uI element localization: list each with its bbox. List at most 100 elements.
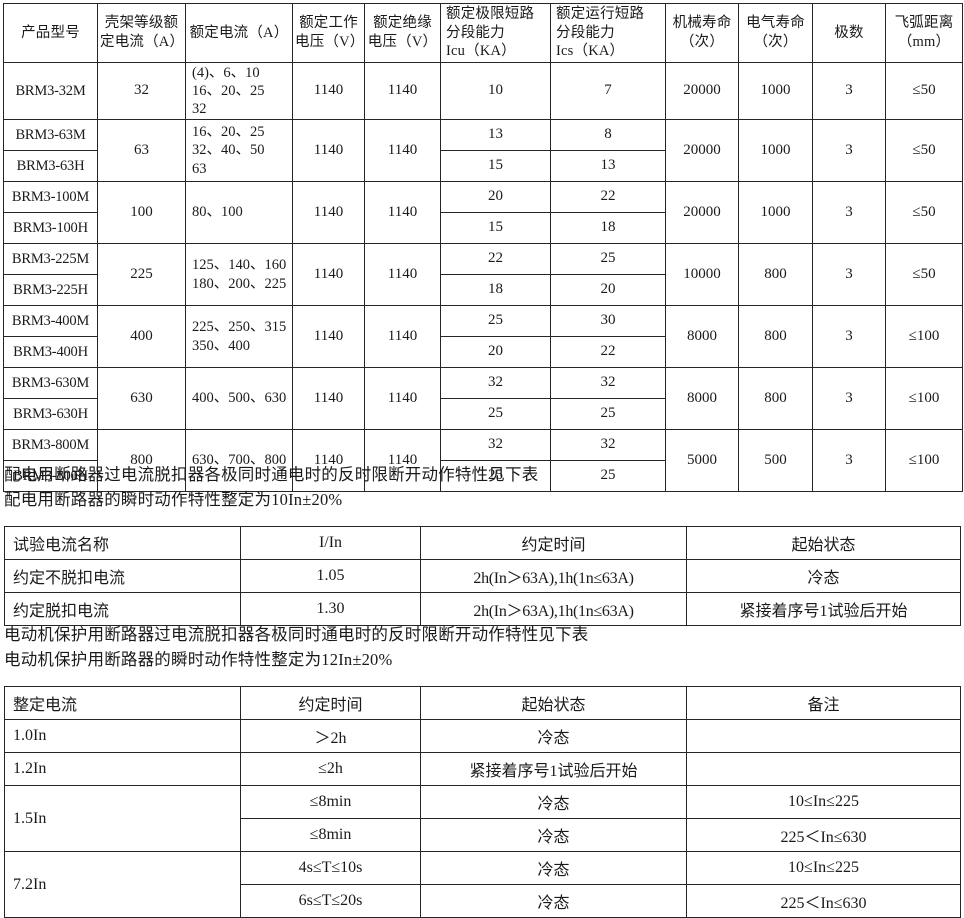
icu-cell: 13 xyxy=(440,119,551,152)
dist-table-row: 约定脱扣电流 1.30 2h(In＞63A),1h(1n≤63A) 紧接着序号1试验后… xyxy=(4,592,961,626)
rated-current-cell: 225、250、315 350、400 xyxy=(185,305,293,369)
motor-cell-1: 冷态 xyxy=(420,884,687,918)
motor-table-row: 1.2In ≤2h 紧接着序号1试验后开始 xyxy=(4,752,961,786)
insulation-voltage-cell: 1140 xyxy=(364,429,441,493)
working-voltage-cell: 1140 xyxy=(292,367,365,431)
spec-col-header-10-line-0: 飞弧距离 xyxy=(894,15,954,32)
frame-current-cell: 800 xyxy=(97,429,186,493)
spec-table-row: BRM3-800H 25 25 xyxy=(3,460,963,493)
spec-header-row: 产品型号 壳架等级额 定电流（A） 额定电流（A） 额定工作 电压（V） 额定绝缘 电压（V）… xyxy=(3,3,963,63)
rated-current-line-0: 630、700、800 xyxy=(192,452,287,469)
ics-cell: 30 xyxy=(550,305,666,338)
insulation-voltage-cell: 1140 xyxy=(364,181,441,245)
dist-cell-1: 1.05 xyxy=(240,559,421,593)
rated-current-line-1: 32、40、50 xyxy=(192,142,265,159)
insulation-voltage-cell: 1140 xyxy=(364,367,441,431)
distribution-note-line-2: 配电用断路器的瞬时动作特性整定为10In±20% xyxy=(4,490,343,509)
poles-cell: 3 xyxy=(812,243,886,307)
spec-col-header-6-line-0: 额定运行短路 xyxy=(556,6,645,22)
spec-table-row: BRM3-63H 15 13 xyxy=(3,150,963,183)
motor-header-row: 整定电流 约定时间 起始状态 备注 xyxy=(4,686,961,720)
dist-cell-3: 冷态 xyxy=(686,559,961,593)
spec-col-header-4-line-0: 额定绝缘 xyxy=(373,15,432,32)
spec-col-header-7: 机械寿命 （次） xyxy=(665,3,739,63)
motor-set-current-cell: 1.5In xyxy=(4,785,241,852)
icu-cell: 20 xyxy=(440,181,551,214)
spec-table-row: BRM3-225M 225 125、140、160 180、200、225 1140 11… xyxy=(3,243,963,307)
model-cell: BRM3-800M xyxy=(3,429,98,462)
rated-current-line-1: 350、400 xyxy=(192,337,250,354)
motor-cell-2: 10≤In≤225 xyxy=(686,785,961,819)
motor-set-current-cell: 1.0In xyxy=(4,719,241,753)
spec-table-header: 产品型号 壳架等级额 定电流（A） 额定电流（A） 额定工作 电压（V） 额定绝缘 电压（V）… xyxy=(3,3,963,63)
frame-current-cell: 400 xyxy=(97,305,186,369)
motor-cell-1: 冷态 xyxy=(420,818,687,852)
spec-col-header-9-line-0: 极数 xyxy=(834,24,864,41)
spec-table-row: BRM3-100M 100 80、100 1140 1140 20 22 20000 1000 3… xyxy=(3,181,963,245)
poles-cell: 3 xyxy=(812,119,886,183)
mech-life-cell: 8000 xyxy=(665,367,739,431)
ics-cell: 32 xyxy=(550,367,666,400)
spec-col-header-5-line-2: Icu（KA） xyxy=(446,43,516,60)
model-cell: BRM3-100M xyxy=(3,181,98,214)
mech-life-cell: 10000 xyxy=(665,243,739,307)
rated-current-cell: 80、100 xyxy=(185,181,293,245)
model-cell: BRM3-630H xyxy=(3,398,98,431)
icu-cell: 15 xyxy=(440,150,551,183)
spec-col-header-8-line-0: 电气寿命 xyxy=(746,15,805,32)
dist-col-header-2: 约定时间 xyxy=(420,526,687,560)
dist-table-header: 试验电流名称 I/In 约定时间 起始状态 xyxy=(4,526,961,560)
rated-current-line-1: 180、200、225 xyxy=(192,275,287,292)
rated-current-line-0: 400、500、630 xyxy=(192,390,287,407)
motor-table-row: 7.2In 4s≤T≤10s 冷态 10≤In≤225 xyxy=(4,851,961,918)
spec-table-row: BRM3-630M 630 400、500、630 1140 1140 32 32 8000 8… xyxy=(3,367,963,431)
icu-cell: 20 xyxy=(440,336,551,369)
ics-cell: 8 xyxy=(550,119,666,152)
arc-distance-cell: ≤50 xyxy=(885,243,963,307)
motor-col-header-3: 备注 xyxy=(686,686,961,720)
insulation-voltage-cell: 1140 xyxy=(364,61,441,121)
ics-cell: 20 xyxy=(550,274,666,307)
spec-col-header-5: 额定极限短路 分段能力 Icu（KA） xyxy=(440,3,551,63)
ics-cell: 25 xyxy=(550,460,666,493)
spec-col-header-5-line-0: 额定极限短路 xyxy=(446,6,535,22)
motor-cell-0: 4s≤T≤10s xyxy=(240,851,421,885)
spec-col-header-1-line-0: 壳架等级额 xyxy=(104,15,179,32)
spec-col-header-2-line-0: 额定电流（A） xyxy=(189,24,289,41)
insulation-voltage-cell: 1140 xyxy=(364,119,441,183)
motor-cell-1: 冷态 xyxy=(420,719,687,753)
elec-life-cell: 800 xyxy=(738,305,813,369)
working-voltage-cell: 1140 xyxy=(292,243,365,307)
frame-current-cell: 100 xyxy=(97,181,186,245)
model-cell: BRM3-225H xyxy=(3,274,98,307)
spec-col-header-7-line-1: （次） xyxy=(679,33,725,50)
distribution-note-line-1: 配电用断路器过电流脱扣器各极同时通电时的反时限断开动作特性见下表 xyxy=(4,465,539,484)
rated-current-cell: 630、700、800 xyxy=(185,429,293,493)
elec-life-cell: 1000 xyxy=(738,61,813,121)
dist-cell-2: 2h(In＞63A),1h(1n≤63A) xyxy=(420,559,687,593)
icu-cell: 25 xyxy=(440,398,551,431)
arc-distance-cell: ≤100 xyxy=(885,305,963,369)
motor-cell-0: ≤8min xyxy=(240,818,421,852)
distribution-breaker-notes: 配电用断路器过电流脱扣器各极同时通电时的反时限断开动作特性见下表 配电用断路器的… xyxy=(4,462,538,512)
ics-cell: 25 xyxy=(550,243,666,276)
spec-col-header-0: 产品型号 xyxy=(3,3,98,63)
arc-distance-cell: ≤50 xyxy=(885,119,963,183)
frame-current-cell: 32 xyxy=(97,61,186,121)
ics-cell: 22 xyxy=(550,181,666,214)
elec-life-cell: 1000 xyxy=(738,181,813,245)
spec-col-header-7-line-0: 机械寿命 xyxy=(672,15,732,32)
spec-col-header-8-line-1: （次） xyxy=(753,33,798,50)
working-voltage-cell: 1140 xyxy=(292,61,365,121)
distribution-trip-characteristics-table: 试验电流名称 I/In 约定时间 起始状态 约定不脱扣电流 1.05 2h(In＞63A)… xyxy=(4,526,961,626)
icu-cell: 22 xyxy=(440,243,551,276)
rated-current-cell: 16、20、25 32、40、50 63 xyxy=(185,119,293,183)
poles-cell: 3 xyxy=(812,305,886,369)
spec-table-body: BRM3-32M 32 (4)、6、10 16、20、25 32 1140 1140 10 7 2… xyxy=(3,61,963,493)
working-voltage-cell: 1140 xyxy=(292,119,365,183)
motor-cell-2 xyxy=(686,719,961,753)
poles-cell: 3 xyxy=(812,367,886,431)
rated-current-line-2: 32 xyxy=(192,100,207,117)
poles-cell: 3 xyxy=(812,429,886,493)
motor-breaker-notes: 电动机保护用断路器过电流脱扣器各极同时通电时的反时限断开动作特性见下表 电动机保… xyxy=(4,622,589,672)
